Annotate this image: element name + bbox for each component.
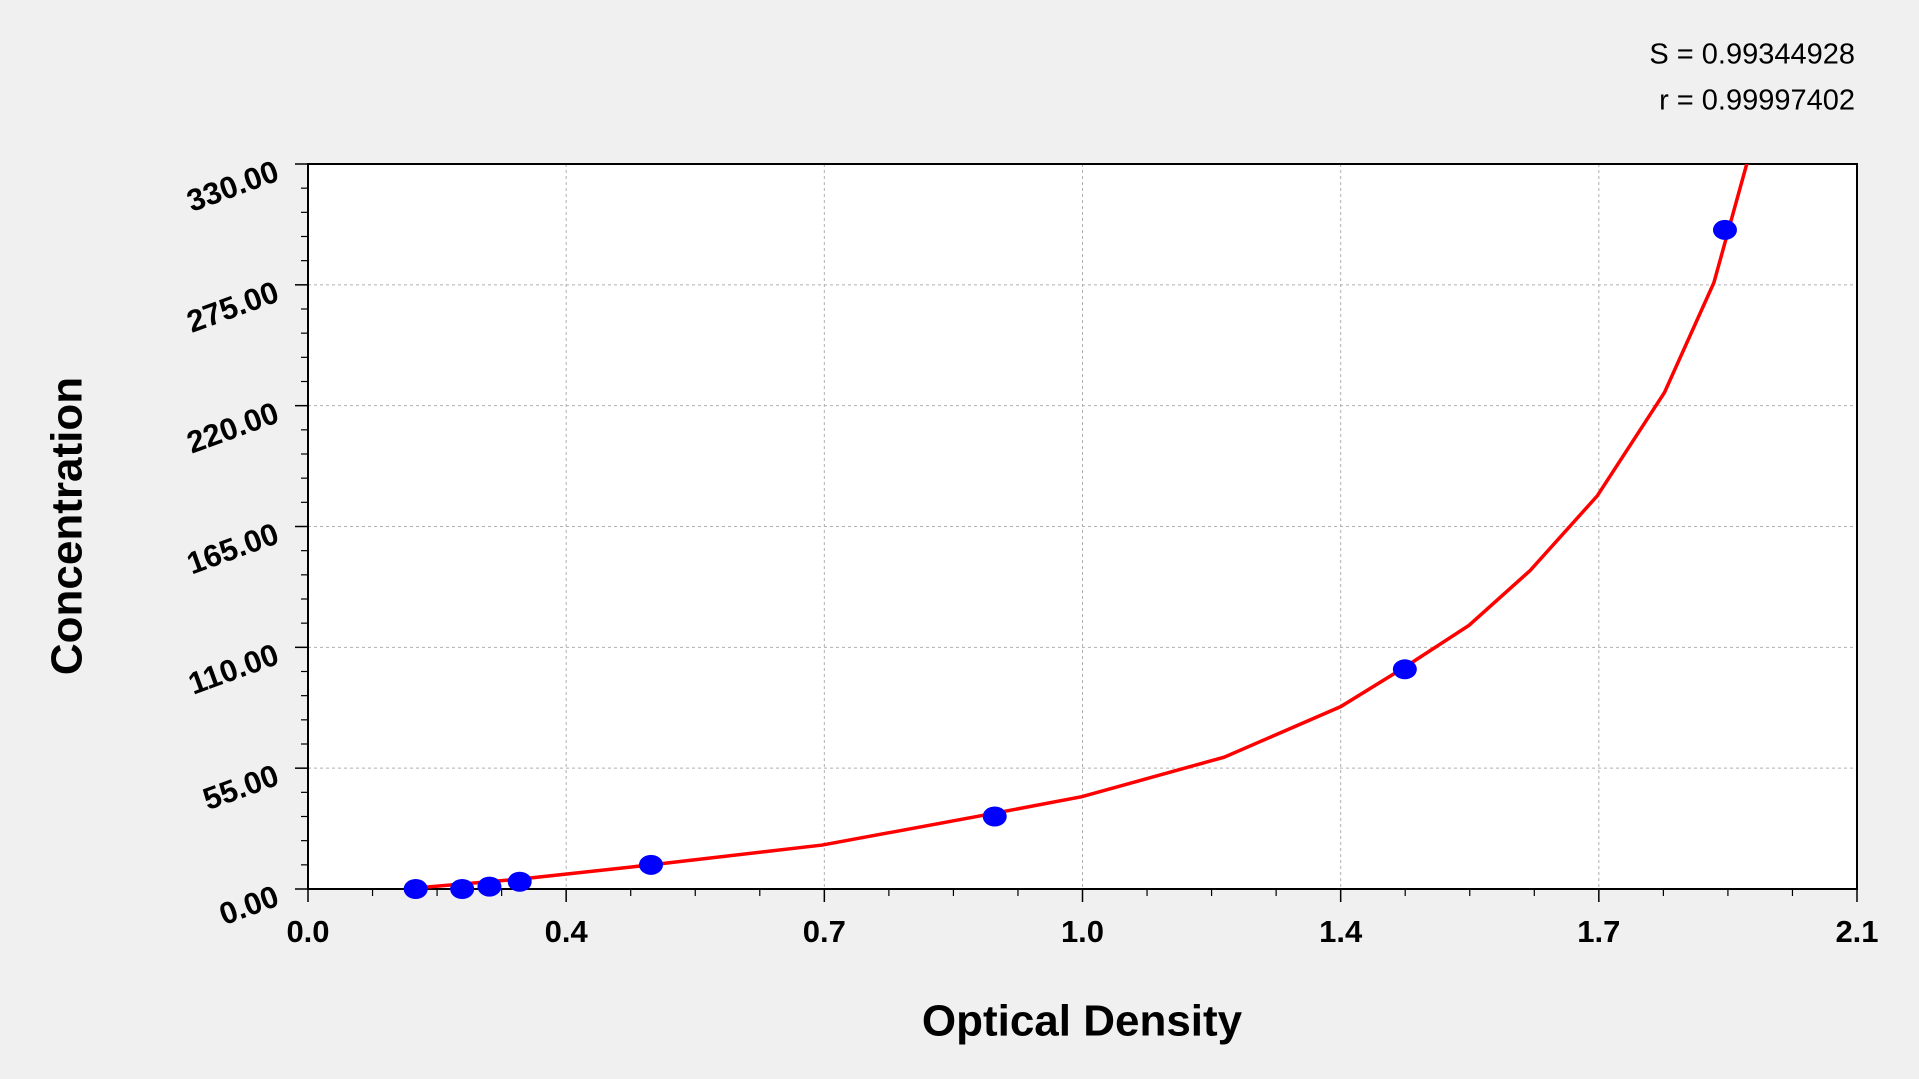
x-tick-label: 0.0 [286,914,329,949]
data-point [477,876,502,897]
data-point [982,806,1007,827]
x-tick-label: 2.1 [1835,914,1878,949]
plot-border [307,163,1858,890]
y-tick-label: 275.00 [182,274,283,339]
y-tick-label: 165.00 [182,516,283,581]
data-point [1712,219,1737,240]
data-point [450,879,475,899]
fit-curve [403,164,1749,889]
x-tick-label: 0.7 [803,914,846,949]
x-axis-title: Optical Density [922,997,1243,1046]
y-tick-label: 55.00 [198,758,283,817]
data-point [507,871,532,892]
x-tick-label: 1.0 [1061,914,1104,949]
annotation: S = 0.99344928 [1649,39,1855,71]
y-tick-label: 110.00 [184,637,283,702]
y-axis-title: Concentration [43,377,92,675]
y-tick-label: 220.00 [182,395,283,460]
x-tick-label: 0.4 [545,914,589,949]
y-tick-label: 0.00 [215,878,284,932]
data-point [1392,659,1417,680]
x-tick-label: 1.7 [1577,914,1620,949]
y-tick-label: 330.00 [182,153,283,218]
annotation: r = 0.99997402 [1659,85,1855,117]
data-point [403,879,428,899]
x-tick-label: 1.4 [1319,914,1363,949]
data-point [638,854,663,875]
